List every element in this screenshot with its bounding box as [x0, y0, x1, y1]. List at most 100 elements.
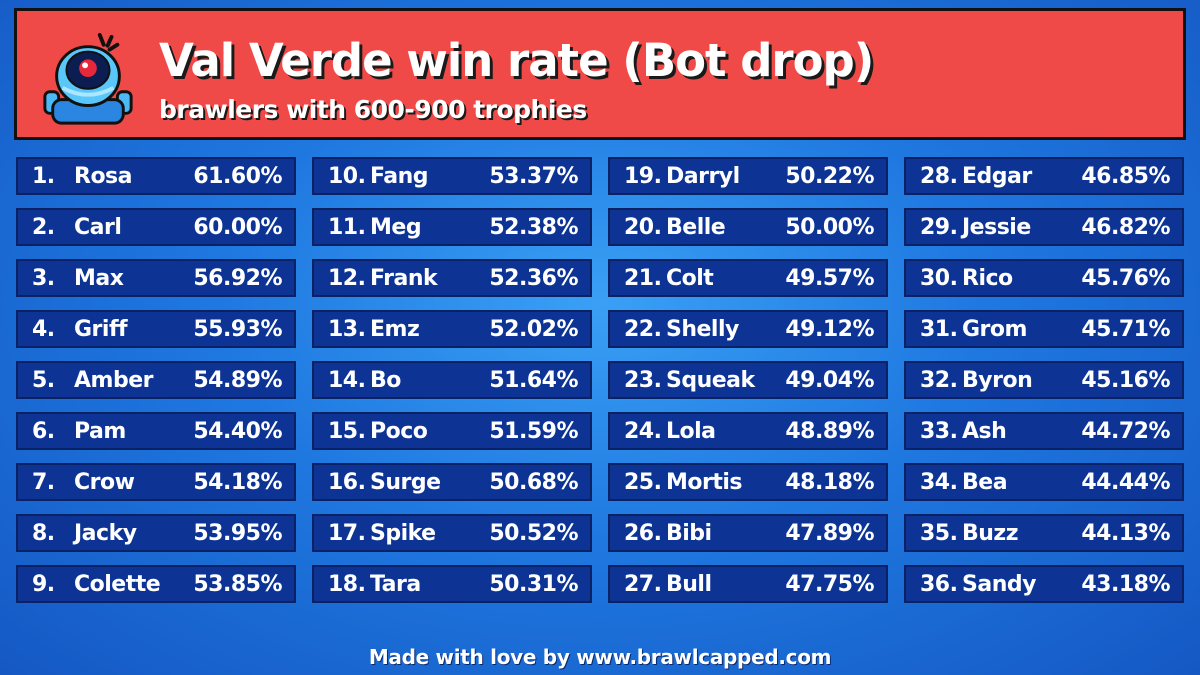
rank-label: 24. — [624, 418, 662, 444]
table-row: 30. Rico 45.76% — [904, 259, 1184, 297]
table-row: 6. Pam 54.40% — [16, 412, 296, 450]
table-row: 29. Jessie 46.82% — [904, 208, 1184, 246]
brawler-name: Bo — [370, 367, 401, 393]
win-rate-value: 45.71% — [1081, 316, 1170, 342]
win-rate-value: 53.85% — [193, 571, 282, 597]
rank-label: 19. — [624, 163, 662, 189]
win-rate-value: 45.16% — [1081, 367, 1170, 393]
table-row: 15. Poco 51.59% — [312, 412, 592, 450]
rank-label: 29. — [920, 214, 958, 240]
win-rate-table: 1. Rosa 61.60% 2. Carl 60.00% 3. Max 56.92% 4. Gri… — [16, 157, 1184, 603]
brawler-name: Sandy — [962, 571, 1036, 597]
rank-label: 32. — [920, 367, 958, 393]
win-rate-value: 50.00% — [785, 214, 874, 240]
rank-label: 5. — [32, 367, 55, 393]
table-row: 9. Colette 53.85% — [16, 565, 296, 603]
win-rate-value: 49.57% — [785, 265, 874, 291]
brawler-name: Bibi — [666, 520, 712, 546]
table-row: 25. Mortis 48.18% — [608, 463, 888, 501]
win-rate-value: 52.38% — [489, 214, 578, 240]
robot-eye-icon — [43, 32, 133, 125]
header-banner: Val Verde win rate (Bot drop) brawlers w… — [14, 8, 1186, 140]
brawler-name: Byron — [962, 367, 1033, 393]
win-rate-value: 53.95% — [193, 520, 282, 546]
rank-label: 20. — [624, 214, 662, 240]
brawler-name: Bull — [666, 571, 712, 597]
table-row: 23. Squeak 49.04% — [608, 361, 888, 399]
brawler-name: Colette — [74, 571, 161, 597]
table-row: 11. Meg 52.38% — [312, 208, 592, 246]
brawler-name: Crow — [74, 469, 135, 495]
table-row: 33. Ash 44.72% — [904, 412, 1184, 450]
table-row: 10. Fang 53.37% — [312, 157, 592, 195]
table-row: 22. Shelly 49.12% — [608, 310, 888, 348]
table-row: 1. Rosa 61.60% — [16, 157, 296, 195]
rank-label: 27. — [624, 571, 662, 597]
win-rate-value: 54.89% — [193, 367, 282, 393]
brawler-name: Spike — [370, 520, 436, 546]
rank-label: 14. — [328, 367, 366, 393]
table-row: 14. Bo 51.64% — [312, 361, 592, 399]
win-rate-value: 50.52% — [489, 520, 578, 546]
brawler-name: Edgar — [962, 163, 1032, 189]
win-rate-value: 47.89% — [785, 520, 874, 546]
win-rate-value: 50.68% — [489, 469, 578, 495]
brawler-name: Bea — [962, 469, 1008, 495]
brawler-name: Griff — [74, 316, 128, 342]
page-title: Val Verde win rate (Bot drop) — [159, 34, 874, 87]
rank-label: 6. — [32, 418, 55, 444]
brawler-name: Rosa — [74, 163, 133, 189]
win-rate-value: 49.12% — [785, 316, 874, 342]
table-row: 27. Bull 47.75% — [608, 565, 888, 603]
brawler-name: Poco — [370, 418, 428, 444]
brawler-name: Ash — [962, 418, 1007, 444]
win-rate-value: 48.89% — [785, 418, 874, 444]
table-row: 2. Carl 60.00% — [16, 208, 296, 246]
brawler-name: Grom — [962, 316, 1027, 342]
win-rate-value: 60.00% — [193, 214, 282, 240]
win-rate-value: 44.13% — [1081, 520, 1170, 546]
brawler-name: Mortis — [666, 469, 743, 495]
rank-label: 1. — [32, 163, 55, 189]
win-rate-value: 46.82% — [1081, 214, 1170, 240]
rank-label: 8. — [32, 520, 55, 546]
rank-label: 26. — [624, 520, 662, 546]
brawler-name: Rico — [962, 265, 1013, 291]
win-rate-value: 46.85% — [1081, 163, 1170, 189]
brawler-name: Lola — [666, 418, 716, 444]
table-row: 34. Bea 44.44% — [904, 463, 1184, 501]
table-row: 17. Spike 50.52% — [312, 514, 592, 552]
table-row: 26. Bibi 47.89% — [608, 514, 888, 552]
win-rate-value: 44.44% — [1081, 469, 1170, 495]
rank-label: 25. — [624, 469, 662, 495]
win-rate-value: 47.75% — [785, 571, 874, 597]
brawler-name: Amber — [74, 367, 153, 393]
brawler-name: Shelly — [666, 316, 739, 342]
rank-label: 31. — [920, 316, 958, 342]
win-rate-value: 49.04% — [785, 367, 874, 393]
brawler-name: Colt — [666, 265, 714, 291]
table-row: 35. Buzz 44.13% — [904, 514, 1184, 552]
table-row: 28. Edgar 46.85% — [904, 157, 1184, 195]
table-row: 21. Colt 49.57% — [608, 259, 888, 297]
rank-label: 30. — [920, 265, 958, 291]
rank-label: 3. — [32, 265, 55, 291]
rank-label: 13. — [328, 316, 366, 342]
rank-label: 22. — [624, 316, 662, 342]
rank-label: 28. — [920, 163, 958, 189]
rank-label: 15. — [328, 418, 366, 444]
table-row: 5. Amber 54.89% — [16, 361, 296, 399]
brawler-name: Emz — [370, 316, 420, 342]
rank-label: 9. — [32, 571, 55, 597]
win-rate-value: 52.36% — [489, 265, 578, 291]
win-rate-value: 61.60% — [193, 163, 282, 189]
table-row: 31. Grom 45.71% — [904, 310, 1184, 348]
brawler-name: Tara — [370, 571, 421, 597]
rank-label: 7. — [32, 469, 55, 495]
win-rate-value: 54.18% — [193, 469, 282, 495]
brawler-name: Max — [74, 265, 124, 291]
brawler-name: Surge — [370, 469, 441, 495]
rank-label: 12. — [328, 265, 366, 291]
footer-credit: Made with love by www.brawlcapped.com — [368, 645, 832, 669]
table-row: 3. Max 56.92% — [16, 259, 296, 297]
